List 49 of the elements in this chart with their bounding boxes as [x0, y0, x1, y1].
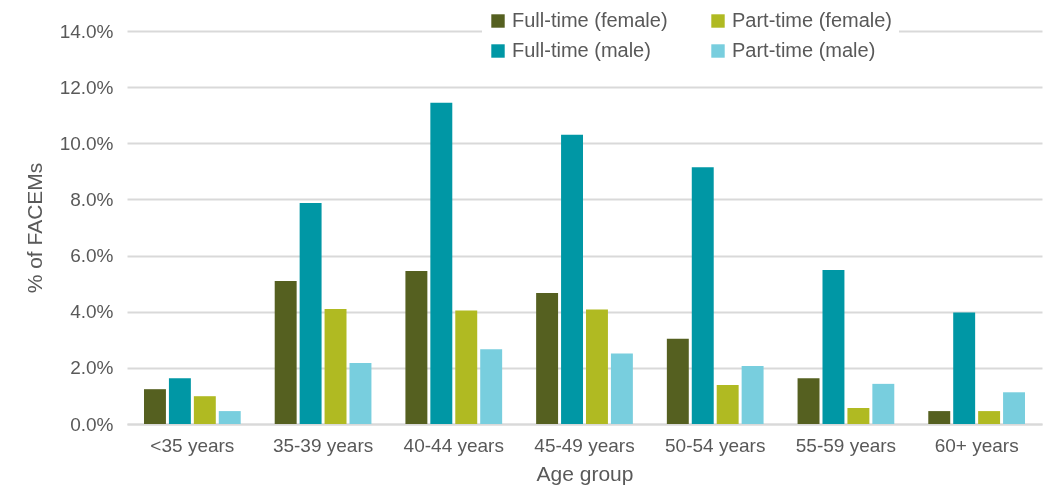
x-tick-label: 45-49 years — [534, 434, 635, 456]
bar — [324, 308, 347, 424]
legend-label: Part-time (male) — [732, 39, 876, 61]
legend-label: Full-time (male) — [512, 39, 651, 61]
bar — [480, 349, 503, 424]
y-tick-label: 10.0% — [59, 132, 114, 154]
bar — [143, 389, 166, 424]
x-tick-label: 55-59 years — [795, 434, 897, 456]
x-axis-title: Age group — [536, 461, 634, 485]
bar — [586, 309, 608, 424]
bar — [405, 271, 428, 424]
x-tick-label: 35-39 years — [272, 434, 374, 456]
bar — [274, 281, 297, 424]
x-tick-label: 40-44 years — [403, 434, 504, 456]
bar — [822, 269, 845, 424]
y-tick-label: 0.0% — [70, 413, 114, 435]
y-tick-label: 2.0% — [70, 357, 114, 379]
bar — [430, 102, 453, 424]
bar — [349, 363, 372, 424]
bar — [455, 310, 478, 424]
bar — [716, 384, 739, 424]
y-tick-label: 8.0% — [70, 188, 114, 210]
bar — [168, 378, 191, 424]
y-tick-label: 4.0% — [70, 301, 114, 323]
bar — [299, 203, 322, 424]
bar — [1003, 392, 1026, 424]
x-tick-label: 50-54 years — [665, 434, 766, 456]
legend-label: Part-time (female) — [732, 9, 893, 31]
bar — [872, 383, 895, 424]
bar — [953, 312, 976, 424]
legend-label: Full-time (female) — [512, 9, 668, 31]
x-tick-label: 60+ years — [934, 434, 1019, 456]
bar — [536, 292, 559, 424]
bar — [847, 408, 870, 424]
y-tick-label: 6.0% — [70, 245, 114, 267]
bar — [978, 411, 1001, 424]
bar — [797, 378, 820, 424]
bar — [741, 365, 764, 424]
bar — [666, 338, 689, 424]
bar — [691, 167, 714, 424]
bar — [218, 411, 241, 424]
bar — [193, 396, 216, 424]
y-tick-label: 14.0% — [59, 20, 114, 42]
bar — [928, 411, 951, 424]
y-axis-title: % of FACEMs — [22, 162, 46, 294]
bar — [561, 134, 583, 424]
y-tick-label: 12.0% — [59, 76, 114, 98]
x-tick-label: <35 years — [150, 434, 235, 456]
bar — [610, 353, 633, 424]
